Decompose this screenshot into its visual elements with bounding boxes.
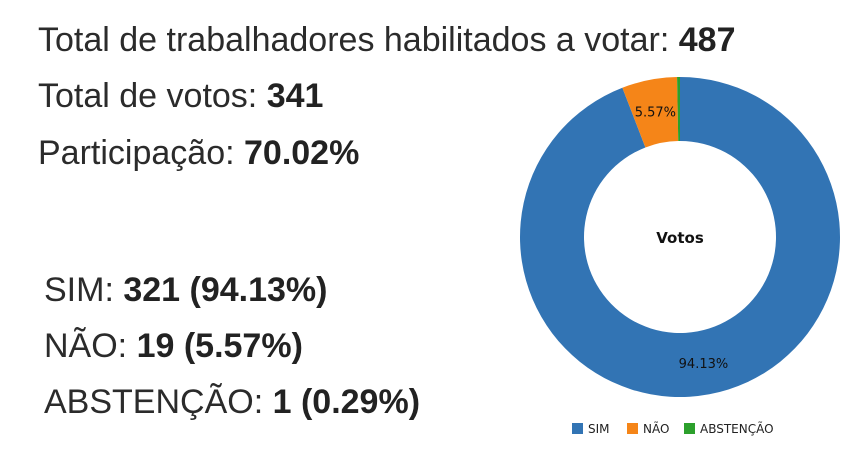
result-sim-line: SIM: 321 (94.13%): [44, 270, 327, 310]
slice-abstenção: [677, 77, 680, 142]
result-nao-label: NÃO:: [44, 327, 137, 365]
result-nao-line: NÃO: 19 (5.57%): [44, 326, 303, 366]
result-abstencao-value: 1 (0.29%): [272, 383, 421, 421]
result-sim-label: SIM:: [44, 271, 124, 309]
slice-não: [622, 77, 679, 148]
result-abstencao-label: ABSTENÇÃO:: [44, 383, 273, 421]
eligible-workers-label: Total de trabalhadores habilitados a vot…: [38, 21, 679, 59]
slice-label-sim: 94.13%: [679, 357, 729, 372]
participation-line: Participação: 70.02%: [38, 133, 359, 173]
slice-label-não: 5.57%: [635, 105, 676, 120]
participation-value: 70.02%: [244, 134, 360, 172]
result-nao-value: 19 (5.57%): [136, 327, 303, 365]
participation-label: Participação:: [38, 134, 244, 172]
total-votes-label: Total de votos:: [38, 77, 267, 115]
slice-sim: [520, 77, 840, 397]
result-sim-value: 321 (94.13%): [123, 271, 328, 309]
eligible-workers-line: Total de trabalhadores habilitados a vot…: [38, 20, 735, 60]
legend-label-sim: SIM: [588, 422, 610, 436]
result-abstencao-line: ABSTENÇÃO: 1 (0.29%): [44, 382, 420, 422]
eligible-workers-value: 487: [678, 21, 736, 59]
legend-swatch-abstenção: [684, 423, 695, 434]
total-votes-line: Total de votos: 341: [38, 76, 323, 116]
votes-donut-chart: Votos 94.13% 5.57% SIM NÃO ABSTENÇÃO: [520, 77, 840, 436]
legend-swatch-sim: [572, 423, 583, 434]
chart-legend: SIM NÃO ABSTENÇÃO: [572, 421, 774, 436]
donut-center-label: Votos: [656, 229, 704, 247]
slice-labels: 94.13% 5.57%: [635, 105, 729, 371]
legend-label-abstenção: ABSTENÇÃO: [700, 421, 774, 436]
donut-slices: [520, 77, 840, 397]
legend-swatch-não: [627, 423, 638, 434]
total-votes-value: 341: [266, 77, 324, 115]
legend-label-não: NÃO: [643, 421, 669, 436]
